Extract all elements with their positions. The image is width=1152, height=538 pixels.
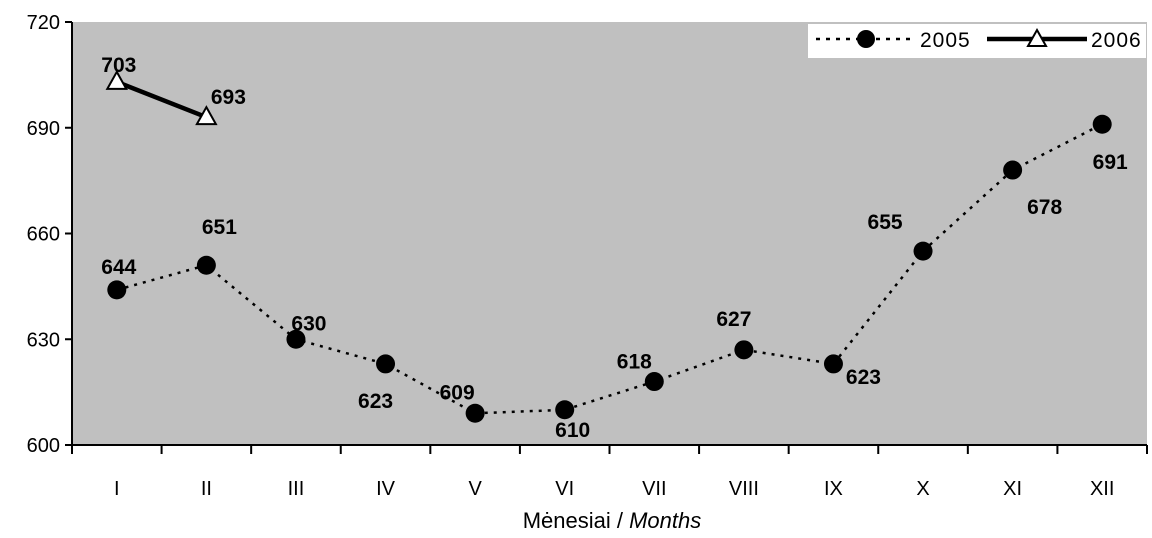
data-label-2005: 610: [555, 419, 590, 442]
point-2005: [465, 403, 485, 423]
series-layer: [105, 69, 1112, 423]
data-label-2005: 630: [291, 312, 326, 335]
data-label-2006: 703: [101, 54, 136, 77]
point-2005: [286, 329, 306, 349]
x-tick-label: I: [114, 478, 120, 500]
x-tick-label: III: [288, 478, 305, 500]
y-axis: 600 630 660 690 720: [27, 12, 73, 457]
series-line-2005: [116, 123, 1103, 415]
x-tick-label: X: [916, 478, 929, 500]
point-2005: [555, 400, 575, 420]
legend-label-2006: 2006: [1091, 29, 1142, 52]
x-tick-label: IV: [376, 478, 396, 500]
x-tick-label: V: [468, 478, 482, 500]
point-2005: [1003, 160, 1023, 180]
plot-area: [72, 22, 1147, 445]
data-label-2006: 693: [211, 86, 246, 109]
x-tick-label: XI: [1003, 478, 1022, 500]
point-2005: [196, 255, 216, 275]
data-label-2005: 609: [440, 381, 475, 404]
y-tick-label: 690: [27, 118, 60, 140]
x-axis-title: Mėnesiai / Months: [523, 508, 702, 533]
data-label-2005: 644: [101, 256, 136, 279]
point-2005: [913, 241, 933, 261]
series-line-2006: [115, 79, 208, 120]
x-tick-label: IX: [824, 478, 843, 500]
x-tick-label: XII: [1090, 478, 1114, 500]
point-2005: [107, 280, 127, 300]
x-axis-title-italic: Months: [629, 508, 701, 533]
x-tick-label: II: [201, 478, 212, 500]
point-2005: [1092, 114, 1112, 134]
data-label-2005: 691: [1093, 151, 1128, 174]
x-tick-label: VI: [555, 478, 574, 500]
y-tick-label: 660: [27, 224, 60, 246]
data-label-2005: 678: [1027, 196, 1062, 219]
data-label-2005: 627: [716, 308, 751, 331]
x-tick-label: VII: [642, 478, 666, 500]
point-2005: [376, 354, 396, 374]
point-2005: [734, 340, 754, 360]
data-label-2005: 618: [617, 351, 652, 374]
point-2005: [644, 372, 664, 392]
data-label-2005: 655: [868, 211, 903, 234]
data-label-2005: 651: [202, 216, 237, 239]
x-axis-title-plain: Mėnesiai /: [523, 508, 629, 533]
y-tick-label: 720: [27, 12, 60, 34]
legend-marker-2006: [1026, 27, 1048, 47]
data-label-2005: 623: [358, 390, 393, 413]
x-axis: I II III IV V VI VII VIII IX X XI XII: [71, 444, 1148, 500]
data-label-2005: 623: [846, 366, 881, 389]
legend: 2005 2006: [808, 24, 1146, 58]
legend-label-2005: 2005: [920, 29, 971, 52]
y-tick-label: 600: [27, 435, 60, 457]
x-tick-label: VIII: [729, 478, 759, 500]
data-labels: 644 651 630 623 609 610 618 627 623 655 678 691 703 6…: [101, 54, 1128, 442]
point-2006: [195, 105, 218, 126]
point-2005: [823, 354, 843, 374]
legend-marker-2005: [857, 30, 875, 48]
y-tick-label: 630: [27, 329, 60, 351]
point-2006: [105, 69, 128, 90]
